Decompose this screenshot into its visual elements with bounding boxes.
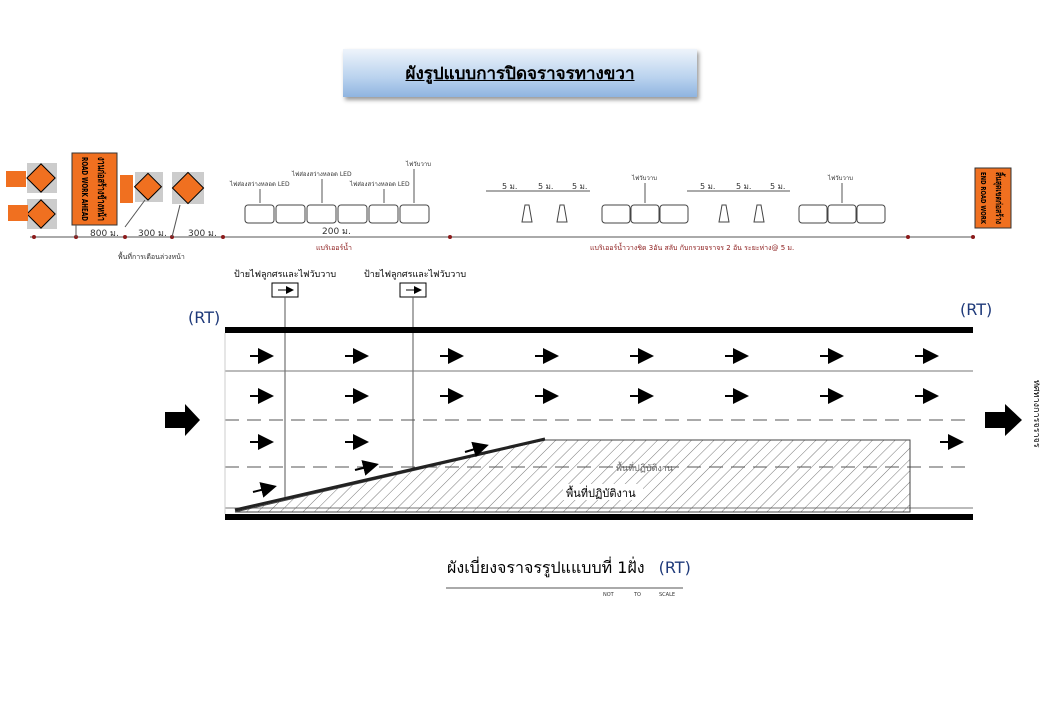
spacing-label: 5 ม. <box>700 182 715 191</box>
scale-note: NOT <box>603 592 615 598</box>
distance-label: 200 ม. <box>322 227 351 237</box>
sign-text: สิ้นสุดเขตก่อสร้าง <box>993 172 1006 224</box>
traffic-arrows <box>250 348 964 498</box>
inbound-arrow-icon <box>165 404 200 436</box>
arrow-board-label: ป้ายไฟลูกศรและไฟวับวาบ <box>364 269 466 280</box>
spacing-label: 5 ม. <box>502 182 517 191</box>
led-label: ไฟส่องสว่างหลอด LED <box>349 180 410 188</box>
caption: ผังเบี่ยงจราจรรูปแแบบที่ 1ฝั่ง <box>447 558 645 577</box>
sign-text: งานก่อสร้างข้างหน้า <box>95 157 107 221</box>
distance-label: 300 ม. <box>188 229 217 239</box>
rt-label: (RT) <box>658 558 691 577</box>
warning-area-label: พื้นที่การเตือนล่วงหน้า <box>118 250 185 261</box>
caption-row: ผังเบี่ยงจราจรรูปแแบบที่ 1ฝั่ง (RT) <box>447 556 691 581</box>
sign-text: ROAD WORK AHEAD <box>80 157 89 221</box>
barrier-cone-label: แบริเออร์น้ำวางชิด 3อัน สลับ กับกรวยจราจ… <box>590 241 794 252</box>
flash-label: ไฟวับวาบ <box>827 174 853 182</box>
direction-label: ทิศทางการจราจร <box>1031 380 1040 448</box>
label-leaders <box>259 169 843 203</box>
work-area-faint-label: พื้นที่ปฏิบัติงาน <box>616 461 673 474</box>
flash-label: ไฟวับวาบ <box>405 160 431 168</box>
barrier-label: แบริเออร์น้ำ <box>316 241 352 252</box>
outbound-arrow-icon <box>985 404 1022 436</box>
page-title: ผังรูปแบบการปิดจราจรทางขวา <box>343 49 697 97</box>
rt-label: (RT) <box>188 308 220 327</box>
distance-label: 300 ม. <box>138 229 167 239</box>
scale-note: TO <box>633 592 641 598</box>
spacing-label: 5 ม. <box>538 182 553 191</box>
spacing-label: 5 ม. <box>736 182 751 191</box>
arrow-board-label: ป้ายไฟลูกศรและไฟวับวาบ <box>234 269 336 280</box>
scale-note: SCALE <box>659 592 675 598</box>
work-area-label: พื้นที่ปฏิบัติงาน <box>566 485 636 500</box>
water-barriers <box>244 204 886 224</box>
flash-label: ไฟวับวาบ <box>631 174 657 182</box>
spacing-label: 5 ม. <box>770 182 785 191</box>
led-label: ไฟส่องสว่างหลอด LED <box>229 180 290 188</box>
warning-signs: ROAD WORK AHEAD งานก่อสร้างข้างหน้า END … <box>6 152 1012 238</box>
dimension-ticks <box>32 235 975 239</box>
traffic-cones <box>521 204 765 223</box>
sign-text: END ROAD WORK <box>979 172 987 224</box>
spacing-label: 5 ม. <box>572 182 587 191</box>
road <box>224 327 973 520</box>
rt-label: (RT) <box>960 300 992 319</box>
distance-label: 800 ม. <box>90 229 119 239</box>
led-label: ไฟส่องสว่างหลอด LED <box>291 170 352 178</box>
